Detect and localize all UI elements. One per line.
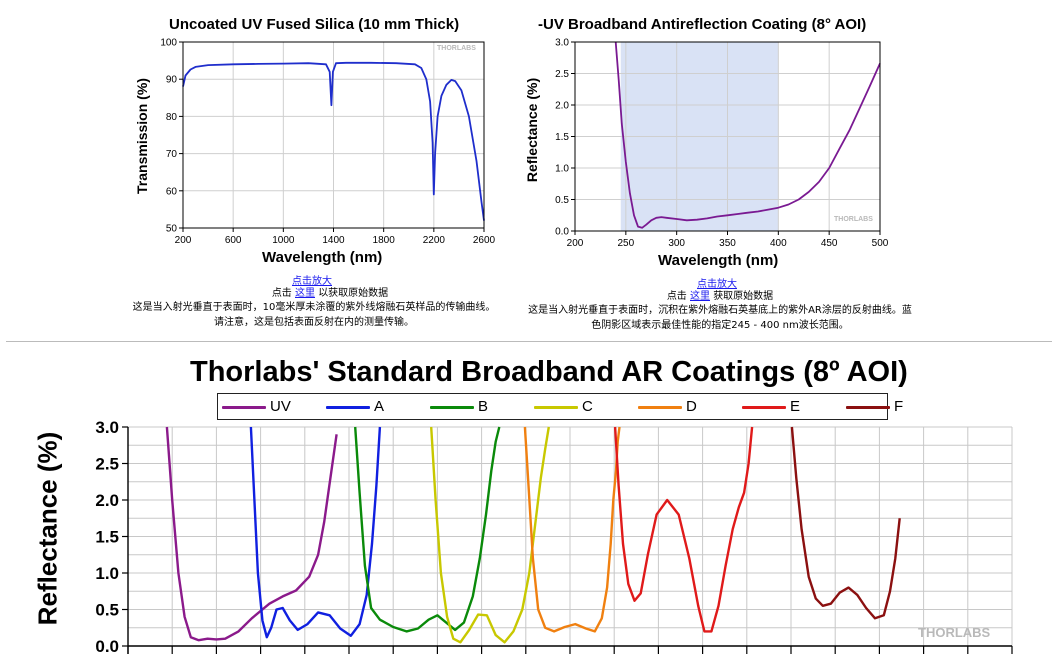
tr-y-tick-label: 1.5	[555, 132, 569, 143]
tl-x-tick-label: 600	[225, 235, 242, 246]
tr-zoom-link[interactable]: 点击放大	[697, 279, 737, 290]
bottom-y-tick-label: 2.5	[95, 455, 119, 474]
bottom-y-tick-label: 1.5	[95, 528, 119, 547]
bottom-series-F	[790, 426, 901, 620]
tl-x-tick-label: 1800	[373, 235, 396, 246]
tr-series-line	[614, 41, 881, 229]
bottom-y-tick-label: 3.0	[95, 420, 119, 437]
bottom-series-UV	[165, 426, 338, 642]
tl-caption-rest: 以获取原始数据	[318, 288, 389, 299]
tl-y-tick-label: 100	[160, 38, 177, 49]
tr-chart-title: -UV Broadband Antireflection Coating (8°…	[538, 16, 867, 33]
tr-x-tick-label: 400	[770, 238, 787, 249]
tr-x-tick-label: 450	[821, 238, 838, 249]
tl-x-tick-label: 2200	[423, 235, 446, 246]
bottom-watermark: THORLABS	[918, 625, 991, 640]
tr-y-tick-label: 0.0	[555, 227, 569, 238]
tr-y-axis-label: Reflectance (%)	[524, 77, 540, 183]
bottom-legend: UV A B C D E F	[217, 393, 903, 420]
section-divider	[6, 341, 1052, 342]
tl-x-tick-label: 200	[175, 235, 192, 246]
bottom-y-tick-label: 0.0	[95, 637, 119, 656]
tl-x-tick-label: 2600	[473, 235, 496, 246]
bottom-y-axis-label: Reflectance (%)	[32, 431, 63, 626]
legend-label: B	[478, 398, 489, 415]
tr-x-tick-label: 200	[567, 238, 584, 249]
legend-label: A	[374, 398, 385, 415]
bottom-series-E	[613, 426, 754, 633]
legend-label: F	[894, 398, 904, 415]
tr-y-tick-label: 1.0	[555, 164, 569, 175]
tl-y-tick-label: 90	[166, 75, 178, 86]
bottom-series-D	[523, 426, 621, 633]
legend-swatch	[326, 406, 370, 409]
legend-label: UV	[270, 398, 291, 415]
legend-swatch	[742, 406, 786, 409]
tr-x-axis-label: Wavelength (nm)	[658, 252, 779, 269]
tr-chart[interactable]: 200 250 300 350 400 450 500 0.0 0.5 1.0 1.5 2.0 2.5 3…	[540, 34, 900, 254]
tl-chart[interactable]: 200 600 1000 1400 1800 2200 2600 50 60 70 80 90 100	[140, 34, 510, 254]
bottom-y-tick-label: 0.5	[95, 601, 119, 620]
tl-watermark: THORLABS	[437, 45, 476, 52]
tl-x-tick-label: 1400	[322, 235, 345, 246]
legend-swatch	[222, 406, 266, 409]
tr-watermark: THORLABS	[834, 216, 873, 223]
tr-y-tick-label: 0.5	[555, 195, 569, 206]
tl-zoom-link[interactable]: 点击放大	[292, 276, 332, 287]
tl-x-tick-label: 1000	[272, 235, 295, 246]
legend-swatch	[846, 406, 890, 409]
tr-x-tick-label: 350	[719, 238, 736, 249]
tl-caption-raw-data: 点击 这里 以获取原始数据	[250, 286, 410, 301]
bottom-series-B	[354, 426, 501, 633]
tr-caption-click: 点击	[666, 291, 687, 302]
tl-series-line	[182, 61, 485, 221]
legend-swatch	[534, 406, 578, 409]
tr-caption-text: 这是当入射光垂直于表面时，沉积在紫外熔融石英基底上的紫外AR涂层的反射曲线。蓝色…	[528, 305, 912, 331]
tl-x-axis-label: Wavelength (nm)	[262, 249, 383, 266]
legend-label: D	[686, 398, 697, 415]
tr-x-tick-label: 250	[617, 238, 634, 249]
legend-label: C	[582, 398, 593, 415]
tr-x-tick-label: 300	[668, 238, 685, 249]
tl-y-tick-label: 50	[166, 224, 178, 235]
tl-y-tick-label: 60	[166, 186, 178, 197]
tr-y-tick-label: 2.0	[555, 101, 569, 112]
tl-chart-title: Uncoated UV Fused Silica (10 mm Thick)	[169, 16, 460, 33]
tr-x-tick-label: 500	[872, 238, 889, 249]
tl-caption-click: 点击	[271, 288, 292, 299]
bottom-chart[interactable]: 0.0 0.5 1.0 1.5 2.0 2.5 3.0	[70, 420, 1059, 656]
bottom-series-C	[430, 426, 550, 644]
tl-y-tick-label: 70	[166, 149, 178, 160]
tr-y-tick-label: 2.5	[555, 69, 569, 80]
legend-swatch	[430, 406, 474, 409]
bottom-chart-title: Thorlabs' Standard Broadband AR Coatings…	[190, 356, 908, 388]
bottom-series-A	[249, 426, 382, 639]
tl-caption-here-link[interactable]: 这里	[295, 288, 315, 299]
tr-caption-raw-data: 点击 这里 获取原始数据	[640, 289, 800, 304]
tr-y-tick-label: 3.0	[555, 38, 569, 49]
tl-caption-text: 这是当入射光垂直于表面时，10毫米厚未涂覆的紫外线熔融石英样品的传输曲线。请注意…	[132, 302, 496, 328]
legend-label: E	[790, 398, 801, 415]
bottom-y-tick-label: 1.0	[95, 564, 119, 583]
tr-caption-rest: 获取原始数据	[713, 291, 774, 302]
tr-caption-here-link[interactable]: 这里	[690, 291, 710, 302]
tl-y-tick-label: 80	[166, 112, 178, 123]
bottom-y-tick-label: 2.0	[95, 491, 119, 510]
bottom-series-group	[165, 426, 901, 644]
legend-swatch	[638, 406, 682, 409]
